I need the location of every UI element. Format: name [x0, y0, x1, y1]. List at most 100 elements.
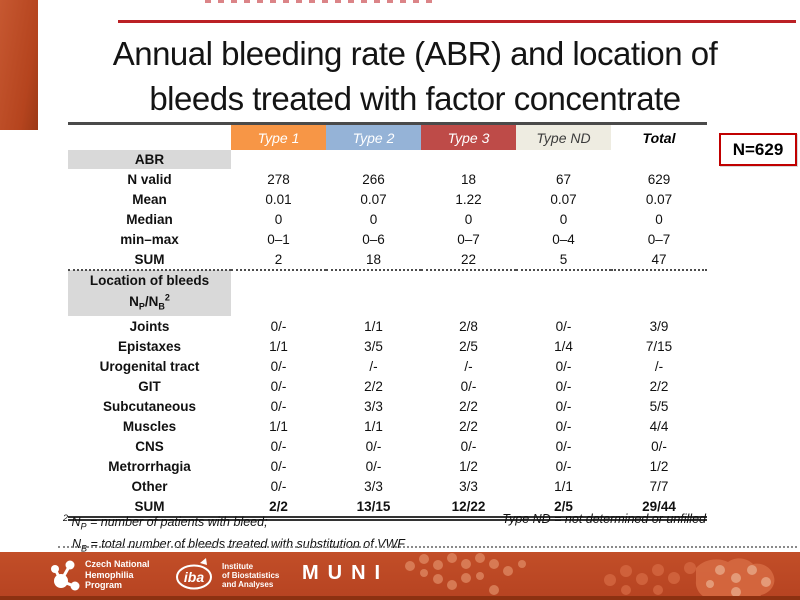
- table-cell: 2: [274, 251, 283, 267]
- table-row: Mean 0.01 0.07 1.22 0.07 0.07: [68, 189, 707, 209]
- table-cell: 0–4: [552, 231, 575, 247]
- table-cell: 629: [647, 171, 671, 187]
- n-badge: N=629: [719, 133, 797, 166]
- table-row: CNS 0/- 0/- 0/- 0/- 0/-: [68, 436, 707, 456]
- table-cell: 0/-: [270, 358, 287, 374]
- footnote-type-nd: Type ND = not determined or unfilled: [502, 512, 706, 526]
- table-cell: 0.01: [265, 191, 292, 207]
- table-cell: 3/9: [649, 318, 669, 334]
- table-cell: 2/2: [649, 378, 669, 394]
- table-cell: 266: [362, 171, 385, 187]
- table-cell: 3/3: [459, 478, 478, 494]
- cnhp-logo-text: Czech National Hemophilia Program: [85, 559, 150, 591]
- title-accent-rule: [118, 20, 796, 23]
- table-cell: /-: [654, 358, 664, 374]
- table-cell: 0/-: [651, 438, 667, 454]
- table-cell: 18: [365, 251, 382, 267]
- header-empty-cell: [68, 124, 231, 151]
- header-type2: Type 2: [326, 123, 421, 150]
- table-cell: 0–7: [647, 231, 671, 247]
- table-row: SUM 2/2 13/15 12/22 2/5 29/44: [68, 496, 707, 522]
- table-cell: 1/2: [649, 458, 669, 474]
- table-cell: 0/-: [270, 438, 287, 454]
- table-cell: 12/22: [421, 496, 516, 522]
- table-row: GIT 0/- 2/2 0/- 0/- 2/2: [68, 376, 707, 396]
- table-cell: 2/5: [516, 496, 611, 522]
- table-cell: 0–1: [267, 231, 290, 247]
- table-cell: 0/-: [270, 478, 287, 494]
- data-table: Type 1 Type 2 Type 3 Type ND Total ABR N…: [68, 122, 707, 522]
- row-label: Muscles: [122, 418, 177, 434]
- row-label: CNS: [135, 438, 164, 454]
- table-cell: 1/4: [554, 338, 573, 354]
- row-label: Joints: [129, 318, 170, 334]
- cnhp-molecule-icon: [51, 560, 80, 591]
- table-cell: 0/-: [460, 438, 477, 454]
- table-cell: /-: [464, 358, 473, 374]
- table-cell: 3/5: [364, 338, 383, 354]
- table-cell: 1/1: [269, 338, 288, 354]
- table-cell: 278: [267, 171, 290, 187]
- table-row: Subcutaneous 0/- 3/3 2/2 0/- 5/5: [68, 396, 707, 416]
- table-cell: 1/2: [459, 458, 478, 474]
- table-cell: 0/-: [270, 318, 287, 334]
- table-cell: 0/-: [555, 378, 572, 394]
- table-cell: 1/1: [364, 418, 383, 434]
- table-row: Other 0/- 3/3 3/3 1/1 7/7: [68, 476, 707, 496]
- table-cell: 0.07: [645, 191, 673, 207]
- table-cell: 0/-: [460, 378, 477, 394]
- section-label-abr: ABR: [68, 150, 231, 169]
- header-total: Total: [642, 129, 676, 146]
- table-cell: 47: [651, 251, 667, 267]
- table-cell: 0/-: [270, 458, 287, 474]
- slide-title-line2: bleeds treated with factor concentrate: [149, 80, 681, 117]
- table-cell: 0/-: [365, 458, 382, 474]
- cnhp-logo: Czech National Hemophilia Program: [50, 558, 150, 592]
- table-cell: 0/-: [555, 418, 572, 434]
- table-cell: 7/15: [645, 338, 673, 354]
- table-cell: 0: [559, 211, 568, 227]
- muni-logo: MUNI: [302, 562, 390, 584]
- row-label: N valid: [127, 171, 172, 187]
- table-row: Epistaxes 1/1 3/5 2/5 1/4 7/15: [68, 336, 707, 356]
- table-cell: 4/4: [649, 418, 669, 434]
- table-cell: 7/7: [649, 478, 669, 494]
- table-cell: 3/3: [364, 478, 383, 494]
- table-cell: 1/1: [364, 318, 383, 334]
- footer-decoration: [405, 553, 775, 600]
- row-label: Other: [131, 478, 168, 494]
- row-label: Urogenital tract: [99, 358, 200, 374]
- table-row: min–max 0–1 0–6 0–7 0–4 0–7: [68, 229, 707, 249]
- slide-title: Annual bleeding rate (ABR) and location …: [30, 31, 800, 121]
- table-cell: 0/-: [365, 438, 382, 454]
- row-label: SUM: [68, 496, 231, 522]
- svg-text:iba: iba: [184, 569, 204, 585]
- table-cell: 22: [460, 251, 477, 267]
- header-type3: Type 3: [421, 123, 516, 150]
- header-type-nd: Type ND: [516, 123, 611, 150]
- table-cell: 0/-: [555, 358, 572, 374]
- table-cell: 18: [460, 171, 477, 187]
- table-cell: 2/8: [459, 318, 478, 334]
- table-cell: 0–7: [457, 231, 480, 247]
- section-row-abr: ABR: [68, 150, 707, 169]
- table-row: Urogenital tract 0/- /- /- 0/- /-: [68, 356, 707, 376]
- table-cell: 0/-: [555, 318, 572, 334]
- table-cell: 1/1: [554, 478, 573, 494]
- table-cell: 0.07: [360, 191, 387, 207]
- table-cell: 3/3: [364, 398, 383, 414]
- table-cell: 0/-: [555, 398, 572, 414]
- table-cell: 5/5: [649, 398, 669, 414]
- footnote-left: 2 NP = number of patients with bleed; NB…: [63, 510, 405, 557]
- table-cell: 1.22: [455, 191, 482, 207]
- table-cell: 5: [559, 251, 568, 267]
- table-cell: 0/-: [555, 458, 572, 474]
- header-type1: Type 1: [231, 123, 326, 150]
- left-accent-bar: [0, 0, 38, 130]
- iba-logo-text: Institute of Biostatistics and Analyses: [222, 561, 280, 589]
- row-label: Median: [126, 211, 173, 227]
- section-label-location: Location of bleeds NP/NB2: [68, 268, 231, 317]
- table-header-row: Type 1 Type 2 Type 3 Type ND Total: [68, 123, 707, 151]
- row-label: Mean: [132, 191, 167, 207]
